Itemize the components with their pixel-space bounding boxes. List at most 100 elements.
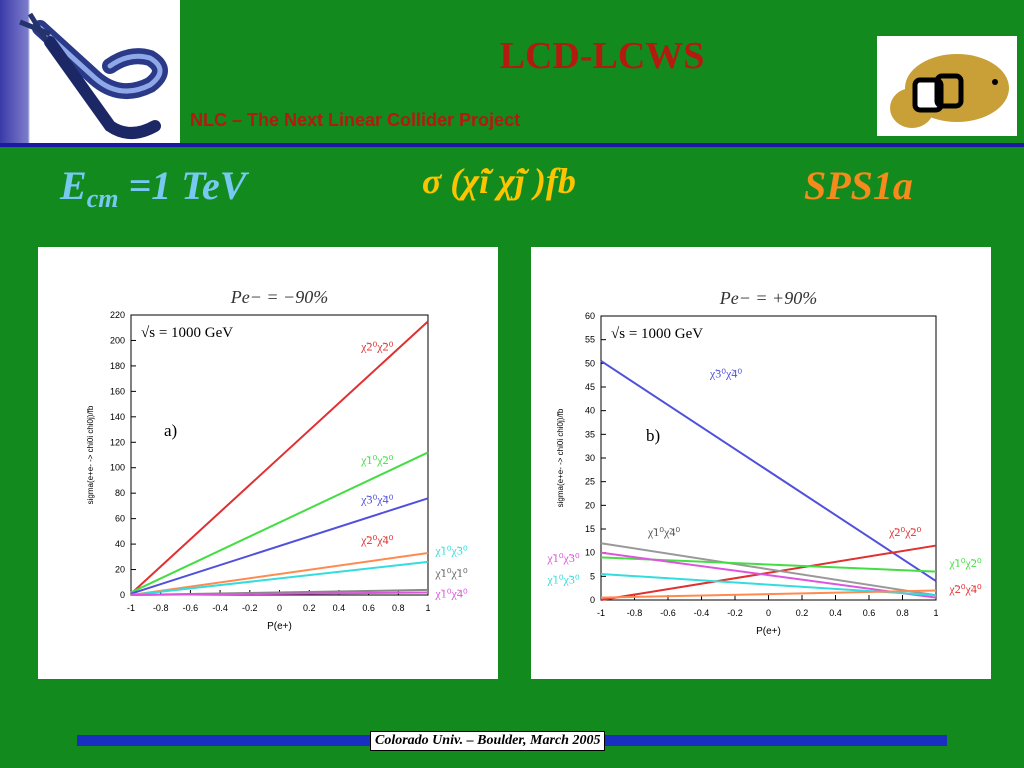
- x-tick-label: 1: [933, 608, 938, 618]
- energy-annotation: √s = 1000 GeV: [611, 326, 703, 342]
- y-tick-label: 25: [585, 477, 595, 487]
- header-divider: [0, 143, 1024, 147]
- series-label: χ̃2⁰χ̃2⁰: [888, 525, 921, 539]
- x-tick-label: -0.6: [183, 603, 199, 613]
- series-line: [600, 589, 937, 599]
- y-tick-label: 5: [590, 571, 595, 581]
- ecm-value: =1 TeV: [128, 163, 247, 208]
- series-label: χ̃2⁰χ̃4⁰: [360, 533, 393, 547]
- y-axis-label: sigma(e+e- -> chi0i chi0j)/fb: [556, 408, 565, 507]
- chart-title: Pe− = −90%: [230, 287, 328, 307]
- y-tick-label: 60: [585, 311, 595, 321]
- y-tick-label: 50: [585, 358, 595, 368]
- cross-section-label: σ (χ̃i χ̃j )fb: [422, 161, 576, 201]
- panel-label: b): [646, 426, 660, 445]
- y-tick-label: 200: [110, 335, 125, 345]
- chart-panel-b: Pe− = +90% √s = 1000 GeV b) -1 -0.8 -0.6 -0.4 -…: [531, 247, 991, 679]
- accelerator-logo-icon: [19, 12, 168, 139]
- series-label: χ̃3⁰χ̃4⁰: [709, 367, 742, 381]
- chart-b: Pe− = +90% √s = 1000 GeV b) -1 -0.8 -0.6 -0.4 -…: [546, 288, 981, 637]
- series-label: χ̃2⁰χ̃2⁰: [360, 340, 393, 354]
- y-axis-label: sigma(e+e- -> chi0i chi0j)/fb: [86, 405, 95, 504]
- y-tick-label: 55: [585, 335, 595, 345]
- plot-frame: [600, 315, 937, 601]
- x-tick-label: -0.2: [242, 603, 258, 613]
- y-tick-label: 40: [585, 406, 595, 416]
- x-tick-label: 0.2: [796, 608, 809, 618]
- y-tick-label: 60: [115, 514, 125, 524]
- series-label: χ̃1⁰χ̃3⁰: [546, 551, 579, 565]
- x-tick-label: -0.6: [660, 608, 676, 618]
- series-label: χ̃1⁰χ̃2⁰: [360, 453, 393, 467]
- series-label: χ̃1⁰χ̃4⁰: [434, 587, 467, 601]
- cu-buffalo-logo: [877, 36, 1017, 136]
- series-line: [600, 542, 937, 597]
- y-tick-label: 20: [115, 565, 125, 575]
- x-tick-label: 0: [766, 608, 771, 618]
- series-label: χ̃2⁰χ̃4⁰: [948, 582, 981, 596]
- energy-label: Ecm =1 TeV: [60, 162, 246, 214]
- series-label: χ̃1⁰χ̃3⁰: [546, 572, 579, 586]
- y-tick-label: 10: [585, 548, 595, 558]
- x-axis-label: P(e+): [756, 626, 781, 637]
- chart-a: Pe− = −90% √s = 1000 GeV a) -1 -0.8 -0.6 -0.4 -…: [86, 287, 468, 632]
- y-tick-label: 45: [585, 382, 595, 392]
- nlc-logo: [0, 0, 180, 143]
- series-line: [130, 560, 429, 596]
- y-tick-label: 35: [585, 429, 595, 439]
- chart-panel-a: Pe− = −90% √s = 1000 GeV a) -1 -0.8 -0.6 -0.4 -…: [38, 247, 498, 679]
- ecm-symbol: E: [60, 163, 87, 208]
- chart-title: Pe− = +90%: [719, 288, 817, 308]
- y-tick-label: 20: [585, 500, 595, 510]
- series-line: [600, 360, 937, 582]
- x-tick-label: -0.4: [212, 603, 228, 613]
- x-tick-label: 0.6: [362, 603, 375, 613]
- y-tick-label: 80: [115, 488, 125, 498]
- ecm-subscript: cm: [86, 184, 119, 213]
- y-tick-label: 100: [110, 463, 125, 473]
- x-tick-label: 0.2: [303, 603, 316, 613]
- series-label: χ̃1⁰χ̃3⁰: [434, 543, 467, 557]
- slide-title: LCD-LCWS: [499, 35, 705, 77]
- y-tick-label: 30: [585, 453, 595, 463]
- x-tick-label: -0.2: [727, 608, 743, 618]
- series-label: χ̃1⁰χ̃2⁰: [948, 556, 981, 570]
- y-tick-label: 140: [110, 412, 125, 422]
- series-line: [600, 544, 937, 601]
- panel-label: a): [164, 421, 177, 440]
- x-tick-label: 0.8: [896, 608, 909, 618]
- series-line: [130, 451, 429, 594]
- x-tick-label: 0.6: [863, 608, 876, 618]
- x-tick-label: 1: [425, 603, 430, 613]
- y-tick-label: 220: [110, 310, 125, 320]
- series-label: χ̃1⁰χ̃1⁰: [434, 566, 467, 580]
- series-line: [600, 551, 937, 599]
- x-tick-label: 0.4: [333, 603, 346, 613]
- series-line: [130, 320, 429, 595]
- y-tick-label: 120: [110, 437, 125, 447]
- series-label: χ̃3⁰χ̃4⁰: [360, 492, 393, 506]
- x-axis-label: P(e+): [267, 621, 292, 632]
- x-tick-label: -0.4: [694, 608, 710, 618]
- energy-annotation: √s = 1000 GeV: [141, 325, 233, 341]
- x-tick-label: -1: [597, 608, 605, 618]
- y-tick-label: 0: [120, 590, 125, 600]
- series-label: χ̃1⁰χ̃4⁰: [647, 525, 680, 539]
- series-line: [130, 591, 429, 596]
- y-tick-label: 180: [110, 361, 125, 371]
- x-tick-label: 0.8: [392, 603, 405, 613]
- x-tick-label: -0.8: [153, 603, 169, 613]
- x-tick-label: 0: [277, 603, 282, 613]
- x-tick-label: -0.8: [627, 608, 643, 618]
- y-tick-label: 15: [585, 524, 595, 534]
- y-tick-label: 160: [110, 386, 125, 396]
- footer-credit: Colorado Univ. – Boulder, March 2005: [370, 731, 606, 751]
- series-line: [130, 497, 429, 595]
- scenario-label: SPS1a: [804, 163, 913, 208]
- x-tick-label: -1: [127, 603, 135, 613]
- slide-subtitle: NLC – The Next Linear Collider Project: [190, 110, 521, 130]
- buffalo-icon: [890, 54, 1009, 128]
- series-line: [130, 552, 429, 596]
- y-tick-label: 40: [115, 539, 125, 549]
- y-tick-label: 0: [590, 595, 595, 605]
